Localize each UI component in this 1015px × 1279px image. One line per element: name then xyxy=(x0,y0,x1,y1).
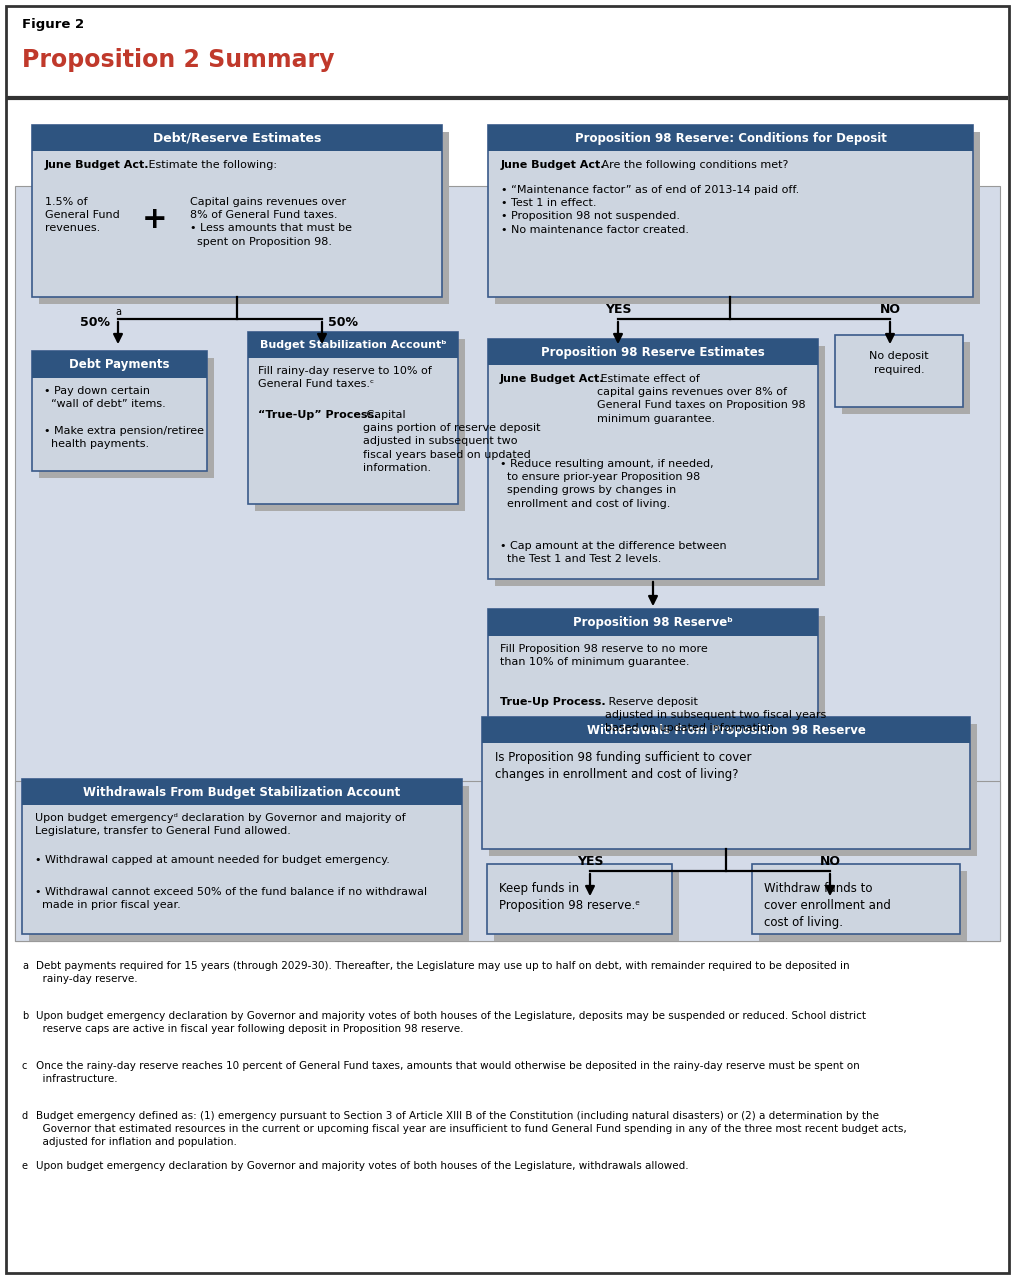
FancyBboxPatch shape xyxy=(495,132,980,304)
FancyBboxPatch shape xyxy=(488,609,818,774)
Text: Estimate the following:: Estimate the following: xyxy=(145,160,277,170)
FancyBboxPatch shape xyxy=(39,358,214,478)
Text: Capital gains revenues over
8% of General Fund taxes.
• Less amounts that must b: Capital gains revenues over 8% of Genera… xyxy=(190,197,352,247)
Text: a: a xyxy=(115,307,121,317)
FancyBboxPatch shape xyxy=(759,871,967,941)
FancyBboxPatch shape xyxy=(488,339,818,366)
FancyBboxPatch shape xyxy=(22,779,462,806)
Text: • Pay down certain
  “wall of debt” items.

• Make extra pension/retiree
  healt: • Pay down certain “wall of debt” items.… xyxy=(44,386,204,449)
FancyBboxPatch shape xyxy=(752,865,960,934)
FancyBboxPatch shape xyxy=(32,350,207,471)
Text: Upon budget emergencyᵈ declaration by Governor and majority of
Legislature, tran: Upon budget emergencyᵈ declaration by Go… xyxy=(35,813,406,836)
Text: • Reduce resulting amount, if needed,
  to ensure prior-year Proposition 98
  sp: • Reduce resulting amount, if needed, to… xyxy=(500,459,714,509)
Text: Proposition 98 Reserve Estimates: Proposition 98 Reserve Estimates xyxy=(541,345,765,358)
Text: Reserve deposit
adjusted in subsequent two fiscal years
based on updated informa: Reserve deposit adjusted in subsequent t… xyxy=(605,697,826,733)
FancyBboxPatch shape xyxy=(32,350,207,377)
Text: Debt payments required for 15 years (through 2029-30). Thereafter, the Legislatu: Debt payments required for 15 years (thr… xyxy=(36,961,850,984)
FancyBboxPatch shape xyxy=(29,787,469,941)
Text: b: b xyxy=(22,1010,28,1021)
Text: • Withdrawal capped at amount needed for budget emergency.: • Withdrawal capped at amount needed for… xyxy=(35,854,390,865)
Text: Keep funds in
Proposition 98 reserve.ᵉ: Keep funds in Proposition 98 reserve.ᵉ xyxy=(499,883,640,912)
Text: Upon budget emergency declaration by Governor and majority votes of both houses : Upon budget emergency declaration by Gov… xyxy=(36,1161,688,1172)
Text: June Budget Act.: June Budget Act. xyxy=(500,373,605,384)
Text: NO: NO xyxy=(819,854,840,868)
Text: Withdraw funds to
cover enrollment and
cost of living.: Withdraw funds to cover enrollment and c… xyxy=(764,883,891,929)
Text: Withdrawals From Budget Stabilization Account: Withdrawals From Budget Stabilization Ac… xyxy=(83,785,401,799)
Text: YES: YES xyxy=(577,854,603,868)
Text: Withdrawals From Proposition 98 Reserve: Withdrawals From Proposition 98 Reserve xyxy=(587,724,866,737)
FancyBboxPatch shape xyxy=(489,724,977,856)
FancyBboxPatch shape xyxy=(487,865,672,934)
FancyBboxPatch shape xyxy=(488,609,818,636)
FancyBboxPatch shape xyxy=(32,125,442,151)
FancyBboxPatch shape xyxy=(39,132,449,304)
FancyBboxPatch shape xyxy=(488,125,973,151)
FancyBboxPatch shape xyxy=(835,335,963,407)
Text: Proposition 98 Reserveᵇ: Proposition 98 Reserveᵇ xyxy=(573,615,733,629)
FancyBboxPatch shape xyxy=(495,347,825,586)
Text: June Budget Act.: June Budget Act. xyxy=(501,160,606,170)
Text: Estimate effect of
capital gains revenues over 8% of
General Fund taxes on Propo: Estimate effect of capital gains revenue… xyxy=(597,373,806,423)
Text: Upon budget emergency declaration by Governor and majority votes of both houses : Upon budget emergency declaration by Gov… xyxy=(36,1010,866,1033)
FancyBboxPatch shape xyxy=(482,718,970,743)
FancyBboxPatch shape xyxy=(842,341,970,414)
Text: Fill Proposition 98 reserve to no more
than 10% of minimum guarantee.: Fill Proposition 98 reserve to no more t… xyxy=(500,645,707,668)
FancyBboxPatch shape xyxy=(32,125,442,297)
Text: 50%: 50% xyxy=(80,316,110,329)
FancyBboxPatch shape xyxy=(248,333,458,358)
Text: June Budget Act.: June Budget Act. xyxy=(45,160,149,170)
Text: No deposit
required.: No deposit required. xyxy=(869,352,929,375)
FancyBboxPatch shape xyxy=(488,339,818,579)
FancyBboxPatch shape xyxy=(15,781,1000,941)
Text: Budget Stabilization Accountᵇ: Budget Stabilization Accountᵇ xyxy=(260,340,447,350)
Text: d: d xyxy=(22,1111,28,1120)
Text: Debt/Reserve Estimates: Debt/Reserve Estimates xyxy=(153,132,321,145)
Text: a: a xyxy=(22,961,28,971)
Text: Proposition 2 Summary: Proposition 2 Summary xyxy=(22,49,335,72)
Text: Capital
gains portion of reserve deposit
adjusted in subsequent two
fiscal years: Capital gains portion of reserve deposit… xyxy=(363,411,541,473)
FancyBboxPatch shape xyxy=(488,125,973,297)
Text: Figure 2: Figure 2 xyxy=(22,18,84,31)
Text: Proposition 98 Reserve: Conditions for Deposit: Proposition 98 Reserve: Conditions for D… xyxy=(574,132,886,145)
Text: Budget emergency defined as: (1) emergency pursuant to Section 3 of Article XIII: Budget emergency defined as: (1) emergen… xyxy=(36,1111,906,1146)
FancyBboxPatch shape xyxy=(255,339,465,512)
Text: Debt Payments: Debt Payments xyxy=(69,358,170,371)
Text: Once the rainy-day reserve reaches 10 percent of General Fund taxes, amounts tha: Once the rainy-day reserve reaches 10 pe… xyxy=(36,1062,860,1083)
FancyBboxPatch shape xyxy=(494,871,679,941)
Text: • “Maintenance factor” as of end of 2013-14 paid off.
• Test 1 in effect.
• Prop: • “Maintenance factor” as of end of 2013… xyxy=(501,185,799,234)
FancyBboxPatch shape xyxy=(15,185,1000,941)
Text: NO: NO xyxy=(880,303,900,316)
Text: “True-Up” Process.: “True-Up” Process. xyxy=(258,411,379,420)
FancyBboxPatch shape xyxy=(22,779,462,934)
Text: Fill rainy-day reserve to 10% of
General Fund taxes.ᶜ: Fill rainy-day reserve to 10% of General… xyxy=(258,366,431,389)
Text: Is Proposition 98 funding sufficient to cover
changes in enrollment and cost of : Is Proposition 98 funding sufficient to … xyxy=(495,751,751,781)
FancyBboxPatch shape xyxy=(482,718,970,849)
FancyBboxPatch shape xyxy=(495,616,825,781)
FancyBboxPatch shape xyxy=(6,6,1009,1273)
Text: e: e xyxy=(22,1161,28,1172)
Text: c: c xyxy=(22,1062,27,1071)
FancyBboxPatch shape xyxy=(248,333,458,504)
Text: • Cap amount at the difference between
  the Test 1 and Test 2 levels.: • Cap amount at the difference between t… xyxy=(500,541,727,564)
Text: +: + xyxy=(142,205,167,234)
Text: True-Up Process.: True-Up Process. xyxy=(500,697,606,707)
Text: YES: YES xyxy=(605,303,631,316)
Text: • Withdrawal cannot exceed 50% of the fund balance if no withdrawal
  made in pr: • Withdrawal cannot exceed 50% of the fu… xyxy=(35,888,427,911)
Text: Are the following conditions met?: Are the following conditions met? xyxy=(598,160,789,170)
Text: 1.5% of
General Fund
revenues.: 1.5% of General Fund revenues. xyxy=(45,197,120,233)
Text: 50%: 50% xyxy=(328,316,358,329)
